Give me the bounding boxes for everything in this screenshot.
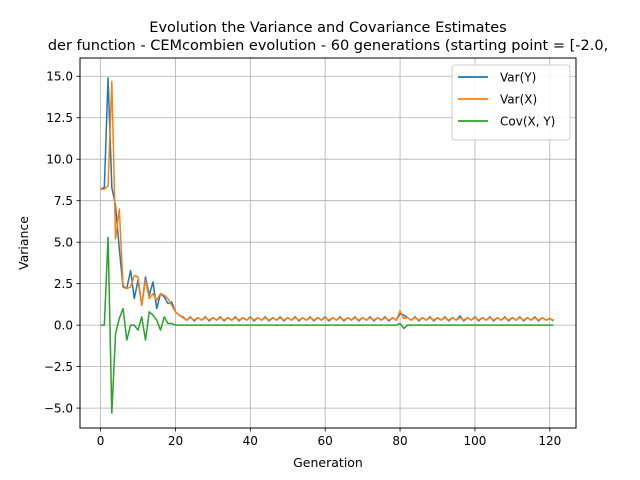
x-axis: 0 20 40 60 80 100 120 (97, 428, 561, 448)
y-tick-label: −5.0 (44, 401, 73, 415)
x-tick-label: 40 (243, 434, 258, 448)
x-tick-label: 80 (392, 434, 407, 448)
y-tick-label: 0.0 (54, 318, 73, 332)
plot-series (100, 77, 554, 414)
y-tick-label: 15.0 (46, 70, 73, 84)
chart-title: Evolution the Variance and Covariance Es… (149, 20, 506, 36)
legend-label-2: Cov(X, Y) (500, 115, 555, 129)
series-line-1 (100, 80, 554, 321)
y-axis-label: Variance (16, 216, 31, 270)
y-tick-label: 2.5 (54, 277, 73, 291)
x-tick-label: 100 (463, 434, 486, 448)
x-tick-label: 0 (97, 434, 105, 448)
legend: Var(Y) Var(X) Cov(X, Y) (451, 64, 571, 141)
y-tick-label: 12.5 (46, 111, 73, 125)
y-tick-label: 10.0 (46, 153, 73, 167)
y-tick-label: −2.5 (44, 360, 73, 374)
chart-subtitle: der function - CEMcombien evolution - 60… (48, 38, 608, 54)
x-tick-label: 20 (168, 434, 183, 448)
legend-label-0: Var(Y) (500, 71, 536, 85)
y-tick-label: 7.5 (54, 194, 73, 208)
y-axis: −5.0 −2.5 0.0 2.5 5.0 7.5 10.0 12.5 15.0 (44, 70, 80, 415)
y-tick-label: 5.0 (54, 235, 73, 249)
plot-area-frame (79, 57, 577, 429)
series-line-2 (100, 236, 554, 414)
x-axis-label: Generation (293, 455, 363, 470)
x-tick-label: 120 (538, 434, 561, 448)
x-tick-label: 60 (318, 434, 333, 448)
legend-label-1: Var(X) (500, 93, 537, 107)
